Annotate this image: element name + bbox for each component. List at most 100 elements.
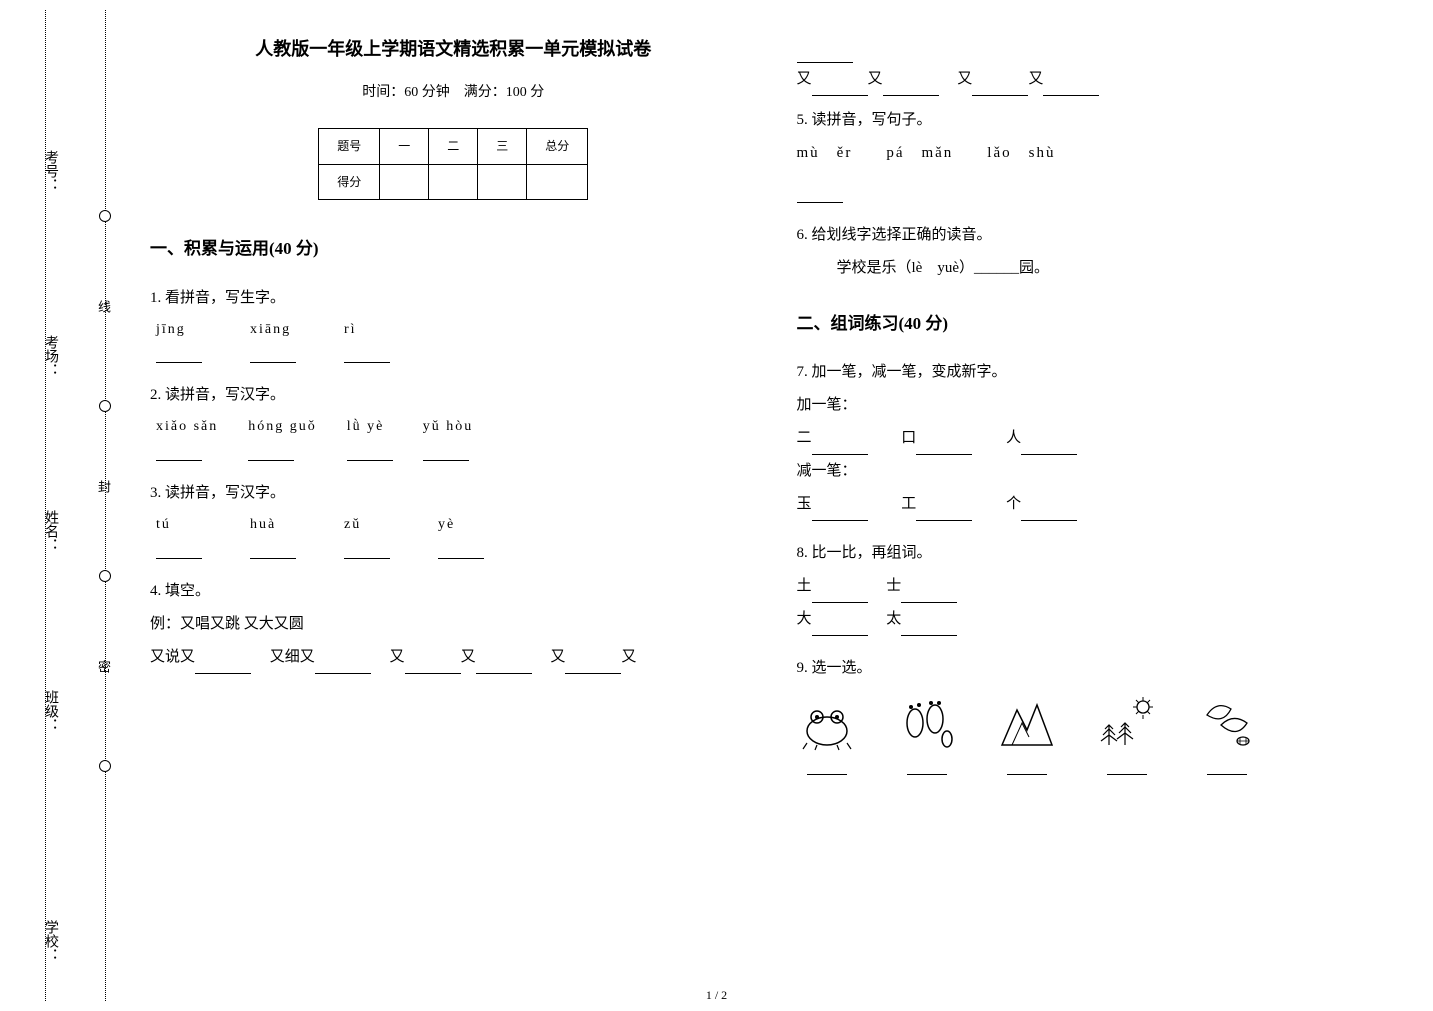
blank bbox=[1021, 437, 1077, 455]
column-right: 又又 又又 5. 读拼音，写句子。 mù ěr pá mǎn lǎo shù 6… bbox=[797, 30, 1404, 981]
blank bbox=[1107, 757, 1147, 775]
q2-stem: 2. 读拼音，写汉字。 bbox=[150, 379, 757, 412]
blank bbox=[250, 541, 296, 559]
q4-stem: 4. 填空。 bbox=[150, 575, 757, 608]
blank bbox=[1007, 757, 1047, 775]
q7-add-row: 二 口 人 bbox=[797, 422, 1404, 455]
page-number: 1 / 2 bbox=[706, 988, 727, 1003]
q2-pinyin-2: hóng guǒ bbox=[248, 412, 317, 443]
q7-sub-row: 玉 工 个 bbox=[797, 488, 1404, 521]
blank bbox=[797, 45, 853, 63]
blank bbox=[156, 443, 202, 461]
seal-char-secret: 密 bbox=[94, 660, 113, 675]
blank bbox=[423, 443, 469, 461]
blank bbox=[972, 78, 1028, 96]
question-5: 5. 读拼音，写句子。 mù ěr pá mǎn lǎo shù bbox=[797, 104, 1404, 203]
circle-marker bbox=[99, 570, 111, 582]
blank bbox=[797, 185, 843, 203]
blank bbox=[812, 585, 868, 603]
q8-stem: 8. 比一比，再组词。 bbox=[797, 537, 1404, 570]
question-4: 4. 填空。 例：又唱又跳 又大又圆 又说又 又细又 又又 又又 bbox=[150, 575, 757, 674]
blank bbox=[1021, 503, 1077, 521]
blank bbox=[907, 757, 947, 775]
side-label-exam-id: 考号： bbox=[40, 150, 60, 192]
q6-line: 学校是乐（lè yuè）______园。 bbox=[797, 252, 1404, 285]
q1-pinyin-2: xiāng bbox=[250, 315, 291, 346]
q4-example: 例：又唱又跳 又大又圆 bbox=[150, 608, 757, 641]
blank bbox=[901, 618, 957, 636]
blank bbox=[405, 656, 461, 674]
q9-stem: 9. 选一选。 bbox=[797, 652, 1404, 685]
blank bbox=[807, 757, 847, 775]
q1-pinyin-1: jīng bbox=[156, 315, 186, 346]
blank bbox=[916, 437, 972, 455]
q1-pinyin-3: rì bbox=[344, 315, 357, 346]
q6-stem: 6. 给划线字选择正确的读音。 bbox=[797, 219, 1404, 252]
blank bbox=[812, 437, 868, 455]
table-row: 得分 bbox=[319, 164, 588, 199]
frog-icon bbox=[797, 695, 857, 751]
blank bbox=[248, 443, 294, 461]
blank bbox=[344, 541, 390, 559]
q3-stem: 3. 读拼音，写汉字。 bbox=[150, 477, 757, 510]
blank bbox=[195, 656, 251, 674]
q7-stem: 7. 加一笔，减一笔，变成新字。 bbox=[797, 356, 1404, 389]
blank bbox=[812, 503, 868, 521]
th-2: 二 bbox=[429, 129, 478, 164]
binding-margin: 考号： 考场： 姓名： 班级： 学校： 线 封 密 bbox=[40, 0, 120, 1011]
q9-icons-row bbox=[797, 695, 1404, 775]
question-9: 9. 选一选。 bbox=[797, 652, 1404, 775]
circle-marker bbox=[99, 400, 111, 412]
blank bbox=[347, 443, 393, 461]
score-table: 题号 一 二 三 总分 得分 bbox=[318, 128, 588, 200]
blank bbox=[476, 656, 532, 674]
q3-pinyin-1: tú bbox=[156, 510, 171, 541]
blank bbox=[156, 345, 202, 363]
blank bbox=[315, 656, 371, 674]
blank bbox=[883, 78, 939, 96]
seal-char-line: 线 bbox=[94, 300, 113, 315]
th-num: 题号 bbox=[319, 129, 380, 164]
q1-stem: 1. 看拼音，写生字。 bbox=[150, 282, 757, 315]
question-8: 8. 比一比，再组词。 土 士 大 太 bbox=[797, 537, 1404, 636]
forest-sun-icon bbox=[1097, 695, 1157, 751]
q8-row1: 土 士 bbox=[797, 570, 1404, 603]
column-left: 人教版一年级上学期语文精选积累一单元模拟试卷 时间：60 分钟 满分：100 分… bbox=[150, 30, 757, 981]
td-score-head: 得分 bbox=[319, 164, 380, 199]
section1-head: 一、积累与运用(40 分) bbox=[150, 230, 757, 267]
q5-pinyin: mù ěr pá mǎn lǎo shù bbox=[797, 137, 1404, 170]
q3-pinyin-4: yè bbox=[438, 510, 455, 541]
dotted-line-inner bbox=[105, 10, 106, 1001]
side-label-school: 学校： bbox=[40, 920, 60, 962]
q7-sub-label: 减一笔： bbox=[797, 455, 1404, 488]
blank bbox=[1043, 78, 1099, 96]
question-6: 6. 给划线字选择正确的读音。 学校是乐（lè yuè）______园。 bbox=[797, 219, 1404, 285]
th-1: 一 bbox=[380, 129, 429, 164]
th-3: 三 bbox=[478, 129, 527, 164]
q8-row2: 大 太 bbox=[797, 603, 1404, 636]
table-row: 题号 一 二 三 总分 bbox=[319, 129, 588, 164]
blank bbox=[438, 541, 484, 559]
blank bbox=[250, 345, 296, 363]
blank bbox=[565, 656, 621, 674]
exam-title: 人教版一年级上学期语文精选积累一单元模拟试卷 bbox=[150, 30, 757, 70]
section2-head: 二、组词练习(40 分) bbox=[797, 305, 1404, 342]
q2-pinyin-4: yǔ hòu bbox=[423, 412, 474, 443]
blank bbox=[812, 78, 868, 96]
side-label-room: 考场： bbox=[40, 335, 60, 377]
side-label-class: 班级： bbox=[40, 690, 60, 732]
question-7: 7. 加一笔，减一笔，变成新字。 加一笔： 二 口 人 减一笔： 玉 工 个 bbox=[797, 356, 1404, 521]
q4-continuation: 又又 又又 bbox=[797, 30, 1404, 96]
mountain-icon bbox=[997, 695, 1057, 751]
q3-pinyin-2: huà bbox=[250, 510, 276, 541]
seal-char-seal: 封 bbox=[94, 480, 113, 495]
q4-fill-line: 又说又 又细又 又又 又又 bbox=[150, 641, 757, 674]
page-content: 人教版一年级上学期语文精选积累一单元模拟试卷 时间：60 分钟 满分：100 分… bbox=[150, 30, 1403, 981]
side-label-name: 姓名： bbox=[40, 510, 60, 552]
q5-stem: 5. 读拼音，写句子。 bbox=[797, 104, 1404, 137]
q3-pinyin-3: zǔ bbox=[344, 510, 361, 541]
blank bbox=[1207, 757, 1247, 775]
q7-add-label: 加一笔： bbox=[797, 389, 1404, 422]
q2-pinyin-1: xiǎo sǎn bbox=[156, 412, 218, 443]
question-3: 3. 读拼音，写汉字。 tú huà zǔ yè bbox=[150, 477, 757, 559]
